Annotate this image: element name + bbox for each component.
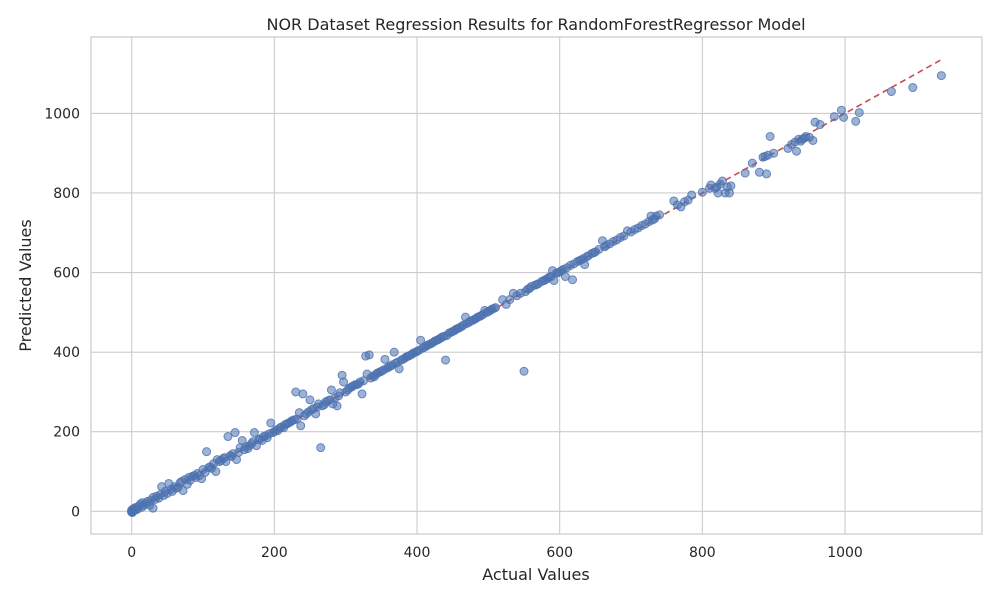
data-point [357,389,367,399]
data-point [886,87,896,97]
data-point [221,457,231,467]
x-tick-label: 200 [261,545,288,561]
data-point [296,421,306,431]
x-tick-label: 800 [689,545,716,561]
data-point [765,131,775,141]
data-point [298,389,308,399]
data-point [364,350,374,360]
y-tick-labels: 0 200 400 600 800 1000 [44,106,80,520]
y-tick-label: 0 [71,504,80,520]
data-point [326,385,336,395]
data-point [726,181,736,191]
x-tick-label: 0 [127,545,136,561]
data-point [762,169,772,179]
x-tick-label: 1000 [827,545,863,561]
chart-title: NOR Dataset Regression Results for Rando… [266,15,805,34]
data-point [717,176,727,186]
data-point [655,210,665,220]
data-point [316,443,326,453]
data-point [441,355,451,365]
data-point [490,303,500,313]
data-point [747,158,757,168]
data-point [230,428,240,438]
x-tick-labels: 0 200 400 600 800 1000 [127,545,863,561]
data-point [394,364,404,374]
y-axis-label: Predicted Values [16,219,35,351]
y-tick-label: 200 [53,425,80,441]
data-point [178,486,188,496]
data-point [697,187,707,197]
data-point [808,135,818,145]
data-point [792,146,802,156]
data-point [687,190,697,200]
data-point [202,447,212,457]
data-point [829,112,839,122]
data-point [332,401,342,411]
data-point [223,432,233,442]
data-point [305,395,315,405]
x-axis-label: Actual Values [482,565,589,584]
data-point [249,428,259,438]
data-point [839,112,849,122]
y-tick-label: 800 [53,186,80,202]
plot-frame [90,36,983,535]
data-point [740,168,750,178]
y-tick-label: 400 [53,345,80,361]
data-point [148,503,158,513]
data-point [339,377,349,387]
data-point [266,418,276,428]
x-tick-label: 600 [546,545,573,561]
data-point [519,366,529,376]
data-point [389,347,399,357]
data-point [908,83,918,93]
data-point [724,188,734,198]
data-points [127,71,946,518]
data-point [854,108,864,118]
data-point [851,116,861,126]
y-tick-label: 1000 [44,106,80,122]
data-point [380,354,390,364]
data-point [769,148,779,158]
data-point [580,260,590,270]
data-point [211,467,221,477]
x-tick-label: 400 [404,545,431,561]
data-point [936,71,946,81]
data-point [568,275,578,285]
y-tick-label: 600 [53,266,80,282]
data-point [815,120,825,130]
